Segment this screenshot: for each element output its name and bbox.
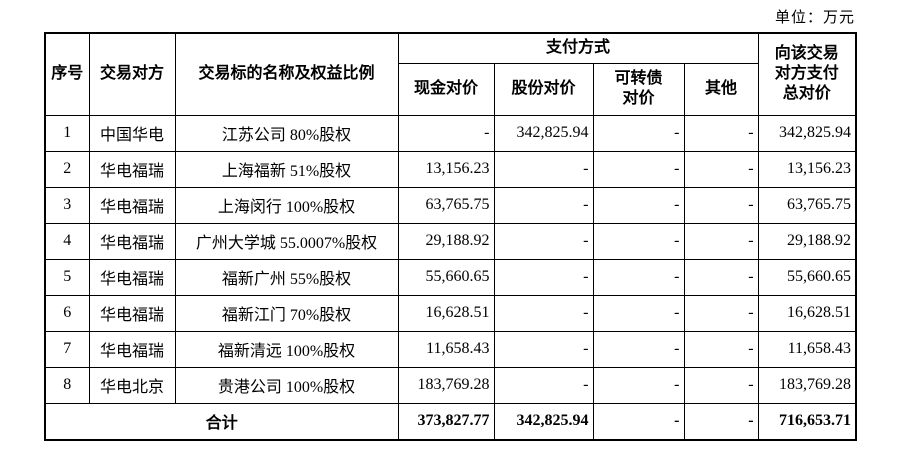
cell-serial: 6 [44,294,90,332]
table-row: 2 华电福瑞 上海福新 51%股权 13,156.23 - - - 13,156… [44,150,857,188]
cell-convertible: - [592,294,685,332]
cell-shares: - [493,186,594,224]
cell-serial: 2 [44,150,90,188]
cell-shares: - [493,330,594,368]
cell-serial: 3 [44,186,90,224]
cell-cash: 29,188.92 [397,222,495,260]
cell-total: 55,660.65 [757,258,857,296]
header-row-sub: 现金对价 股份对价 可转债 对价 其他 [45,62,856,116]
cell-cash: 13,156.23 [397,150,495,188]
cell-total: 11,658.43 [757,330,857,368]
cell-cash: 183,769.28 [397,366,495,404]
header-convertible: 可转债 对价 [592,62,685,116]
cell-target: 上海福新 51%股权 [174,150,399,188]
cell-convertible: - [592,150,685,188]
header-row-group: 序号 交易对方 交易标的名称及权益比例 支付方式 向该交易 对方支付 总对价 [44,32,857,116]
header-cash: 现金对价 [397,62,495,116]
cell-cash: 55,660.65 [397,258,495,296]
table-row: 6 华电福瑞 福新江门 70%股权 16,628.51 - - - 16,628… [44,294,857,332]
cell-counterparty: 华电福瑞 [88,330,176,368]
unit-label: 单位：万元 [774,10,855,26]
cell-counterparty: 华电福瑞 [88,294,176,332]
header-payment-group: 支付方式 [397,32,759,64]
header-target: 交易标的名称及权益比例 [174,32,399,116]
cell-shares: - [493,222,594,260]
cell-serial: 8 [44,366,90,404]
cell-convertible: - [592,186,685,224]
cell-cash: - [397,114,495,152]
cell-target: 贵港公司 100%股权 [174,366,399,404]
cell-target: 广州大学城 55.0007%股权 [174,222,399,260]
table-row: 3 华电福瑞 上海闵行 100%股权 63,765.75 - - - 63,76… [44,186,857,224]
cell-other: - [683,258,759,296]
cell-target: 江苏公司 80%股权 [174,114,399,152]
cell-counterparty: 华电福瑞 [88,186,176,224]
cell-target: 福新广州 55%股权 [174,258,399,296]
total-other: - [683,402,759,441]
cell-serial: 4 [44,222,90,260]
cell-total: 63,765.75 [757,186,857,224]
cell-counterparty: 华电福瑞 [88,258,176,296]
cell-counterparty: 华电福瑞 [88,150,176,188]
cell-total: 13,156.23 [757,150,857,188]
total-row: 合计 373,827.77 342,825.94 - - 716,653.71 [44,402,857,441]
table-row: 8 华电北京 贵港公司 100%股权 183,769.28 - - - 183,… [44,366,857,404]
cell-target: 福新江门 70%股权 [174,294,399,332]
cell-other: - [683,330,759,368]
header-shares: 股份对价 [493,62,594,116]
cell-total: 183,769.28 [757,366,857,404]
cell-total: 342,825.94 [757,114,857,152]
table-row: 7 华电福瑞 福新清远 100%股权 11,658.43 - - - 11,65… [44,330,857,368]
cell-serial: 5 [44,258,90,296]
cell-convertible: - [592,330,685,368]
cell-convertible: - [592,114,685,152]
cell-serial: 1 [44,114,90,152]
cell-total: 29,188.92 [757,222,857,260]
header-other: 其他 [683,62,759,116]
total-convertible: - [592,402,685,441]
cell-target: 上海闵行 100%股权 [174,186,399,224]
cell-cash: 11,658.43 [397,330,495,368]
table-row: 1 中国华电 江苏公司 80%股权 - 342,825.94 - - 342,8… [44,114,857,152]
cell-shares: 342,825.94 [493,114,594,152]
cell-convertible: - [592,222,685,260]
cell-other: - [683,366,759,404]
cell-other: - [683,222,759,260]
table-row: 4 华电福瑞 广州大学城 55.0007%股权 29,188.92 - - - … [44,222,857,260]
total-total: 716,653.71 [757,402,857,441]
cell-other: - [683,114,759,152]
cell-cash: 63,765.75 [397,186,495,224]
header-counterparty: 交易对方 [88,32,176,116]
cell-other: - [683,294,759,332]
header-serial: 序号 [44,32,90,116]
header-total: 向该交易 对方支付 总对价 [757,32,857,116]
cell-shares: - [493,294,594,332]
cell-counterparty: 华电北京 [88,366,176,404]
payment-breakdown-table: 序号 交易对方 交易标的名称及权益比例 支付方式 向该交易 对方支付 总对价 现… [44,32,858,441]
cell-cash: 16,628.51 [397,294,495,332]
cell-counterparty: 华电福瑞 [88,222,176,260]
cell-other: - [683,150,759,188]
total-cash: 373,827.77 [397,402,495,441]
cell-counterparty: 中国华电 [88,114,176,152]
cell-serial: 7 [44,330,90,368]
cell-convertible: - [592,366,685,404]
total-shares: 342,825.94 [493,402,594,441]
total-label: 合计 [44,402,399,441]
cell-target: 福新清远 100%股权 [174,330,399,368]
cell-other: - [683,186,759,224]
cell-shares: - [493,366,594,404]
cell-shares: - [493,150,594,188]
cell-shares: - [493,258,594,296]
cell-convertible: - [592,258,685,296]
cell-total: 16,628.51 [757,294,857,332]
table-row: 5 华电福瑞 福新广州 55%股权 55,660.65 - - - 55,660… [44,258,857,296]
